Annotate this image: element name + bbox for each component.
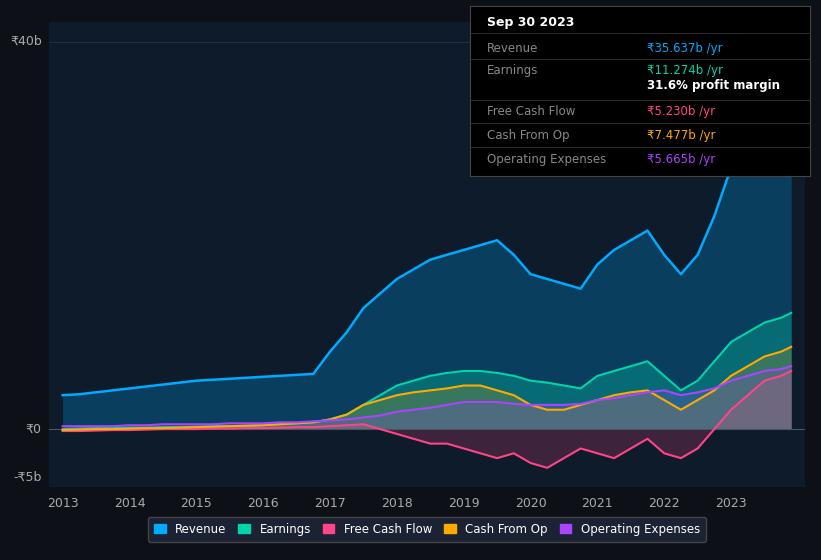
Text: Sep 30 2023: Sep 30 2023 — [487, 16, 574, 29]
Text: ₹7.477b /yr: ₹7.477b /yr — [647, 129, 715, 142]
Text: ₹35.637b /yr: ₹35.637b /yr — [647, 42, 722, 55]
Text: Cash From Op: Cash From Op — [487, 129, 569, 142]
Text: ₹5.230b /yr: ₹5.230b /yr — [647, 105, 715, 118]
Text: Revenue: Revenue — [487, 42, 538, 55]
Text: 31.6% profit margin: 31.6% profit margin — [647, 80, 780, 92]
Text: ₹5.665b /yr: ₹5.665b /yr — [647, 153, 715, 166]
Text: ₹40b: ₹40b — [10, 35, 42, 48]
Text: Earnings: Earnings — [487, 64, 538, 77]
Text: Operating Expenses: Operating Expenses — [487, 153, 606, 166]
Text: -₹5b: -₹5b — [13, 471, 42, 484]
Text: ₹0: ₹0 — [25, 423, 42, 436]
Text: ₹11.274b /yr: ₹11.274b /yr — [647, 64, 722, 77]
Legend: Revenue, Earnings, Free Cash Flow, Cash From Op, Operating Expenses: Revenue, Earnings, Free Cash Flow, Cash … — [148, 517, 706, 542]
Text: Free Cash Flow: Free Cash Flow — [487, 105, 575, 118]
